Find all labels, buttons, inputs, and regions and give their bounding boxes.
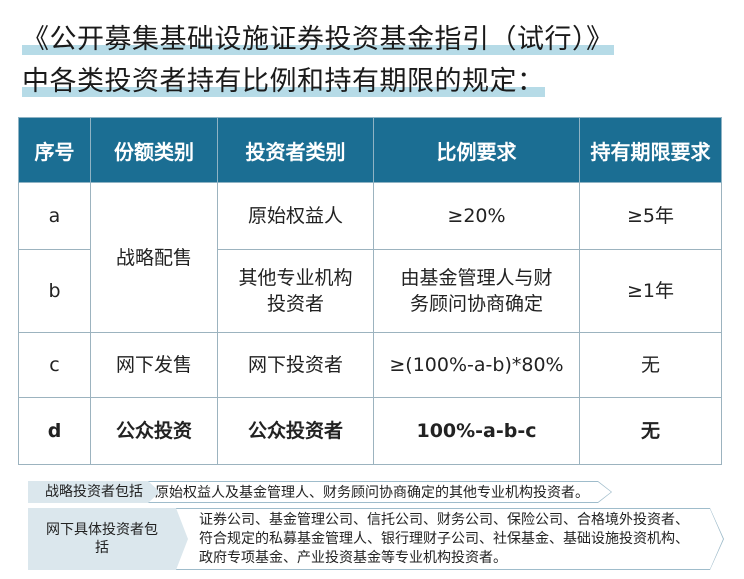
strategic-note-text: 原始权益人及基金管理人、财务顾问协商确定的其他专业机构投资者。	[141, 482, 611, 502]
row-id: c	[18, 332, 91, 398]
row-investor: 公众投资者	[217, 397, 374, 465]
title-line-2: 中各类投资者持有比例和持有期限的规定：	[22, 64, 545, 100]
header-investor-class: 投资者类别	[217, 117, 374, 183]
table-row: a 战略配售 原始权益人 ≥20% ≥5年	[18, 182, 722, 333]
title-line-1-text: 《公开募集基础设施证券投资基金指引（试行）》	[22, 22, 614, 58]
table-row: d 公众投资 公众投资者 100%-a-b-c 无	[18, 397, 722, 465]
row-ratio: ≥(100%-a-b)*80%	[373, 332, 580, 398]
offline-note-text: 证券公司、基金管理公司、信托公司、财务公司、保险公司、合格境外投资者、符合规定的…	[199, 511, 689, 566]
row-period: 无	[579, 332, 722, 398]
offline-note-label: 网下具体投资者包括	[28, 508, 188, 570]
row-id: b	[18, 249, 91, 333]
row-ratio: 由基金管理人与财务顾问协商确定	[373, 249, 580, 333]
strategic-note-label: 战略投资者包括	[28, 481, 160, 503]
row-investor: 网下投资者	[217, 332, 374, 398]
row-share-class: 公众投资	[90, 397, 218, 465]
investor-table: 序号 份额类别 投资者类别 比例要求 持有期限要求 a 战略配售 原始权益人 ≥…	[18, 117, 722, 465]
header-holding-period: 持有期限要求	[579, 117, 722, 183]
row-share-class: 战略配售	[90, 182, 218, 333]
offline-note-box: 证券公司、基金管理公司、信托公司、财务公司、保险公司、合格境外投资者、符合规定的…	[160, 508, 724, 570]
header-no: 序号	[18, 117, 91, 183]
table-row: c 网下发售 网下投资者 ≥(100%-a-b)*80% 无	[18, 332, 722, 398]
row-period: ≥5年	[579, 182, 722, 250]
table-row: b 其他专业机构投资者 由基金管理人与财务顾问协商确定 ≥1年	[18, 249, 722, 333]
row-ratio: 100%-a-b-c	[373, 397, 580, 465]
row-share-class: 网下发售	[90, 332, 218, 398]
row-id: a	[18, 182, 91, 250]
title-line-2-text: 中各类投资者持有比例和持有期限的规定：	[22, 64, 545, 100]
row-period: ≥1年	[579, 249, 722, 333]
row-ratio: ≥20%	[373, 182, 580, 250]
strategic-note-box: 原始权益人及基金管理人、财务顾问协商确定的其他专业机构投资者。	[140, 481, 612, 503]
row-period: 无	[579, 397, 722, 465]
header-share-class: 份额类别	[90, 117, 218, 183]
row-investor: 其他专业机构投资者	[217, 249, 374, 333]
title-line-1: 《公开募集基础设施证券投资基金指引（试行）》	[22, 22, 614, 58]
row-investor: 原始权益人	[217, 182, 374, 250]
row-id: d	[18, 397, 91, 465]
table-header-row: 序号 份额类别 投资者类别 比例要求 持有期限要求	[18, 117, 722, 183]
header-ratio: 比例要求	[373, 117, 580, 183]
